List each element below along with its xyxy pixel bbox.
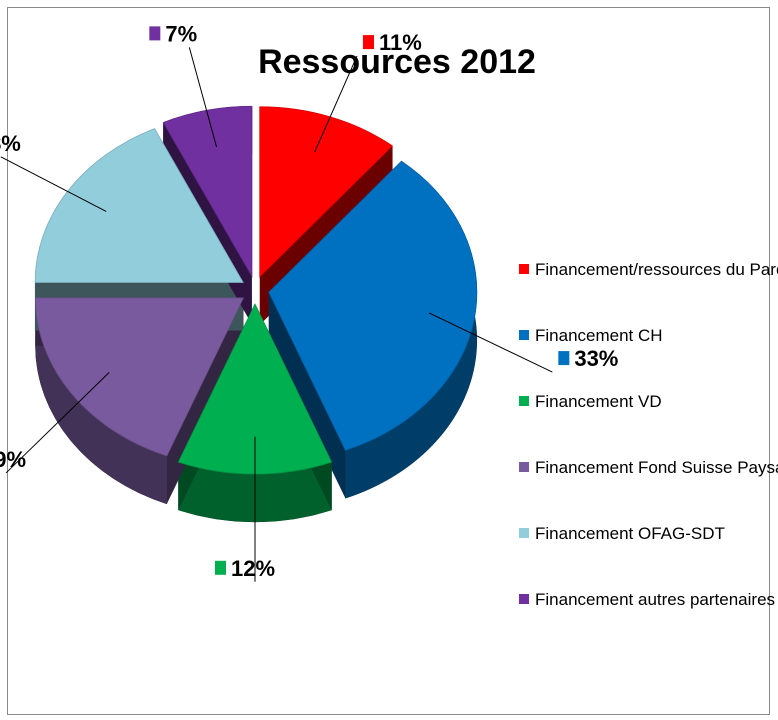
leader-line-3 [5,372,110,474]
legend-swatch-4 [519,528,529,538]
leader-line-0 [314,55,358,153]
data-label-1: 33% [574,346,618,371]
data-label-marker-2 [215,560,226,575]
legend-item-1: Financement CH [535,326,663,345]
leader-line-1 [428,312,553,373]
leader-line-4 [0,156,107,212]
legend-swatch-5 [519,594,529,604]
legend-swatch-1 [519,330,529,340]
data-label-marker-5 [149,26,161,41]
data-labels: 11% 33% 12% 19% 18% 7% [0,21,618,580]
data-label-3: 19% [0,447,26,472]
pie-slice-1 [268,160,478,451]
legend-item-2: Financement VD [535,392,662,411]
data-label-marker-0 [362,35,374,50]
data-label-marker-1 [558,351,570,366]
legend-swatch-2 [519,396,529,406]
legend-item-0: Financement/ressources du Parc [535,260,778,279]
legend-swatch-3 [519,462,529,472]
data-label-2: 12% [231,556,275,581]
data-label-5: 7% [165,21,197,46]
legend-item-5: Financement autres partenaires [535,590,775,609]
leader-line-5 [188,47,218,148]
legend: Financement/ressources du Parc Financemen… [519,260,778,609]
data-label-4: 18% [0,131,21,156]
slice-wall-1-1 [268,292,346,499]
chart-title: Ressources 2012 [258,43,536,81]
legend-item-4: Financement OFAG-SDT [535,524,725,543]
pie-slice-3 [35,297,245,457]
slice-tops [34,105,478,475]
leader-lines [0,47,553,582]
legend-item-3: Financement Fond Suisse Paysage [535,458,778,477]
data-label-0: 11% [379,30,422,55]
legend-swatch-0 [519,264,529,274]
